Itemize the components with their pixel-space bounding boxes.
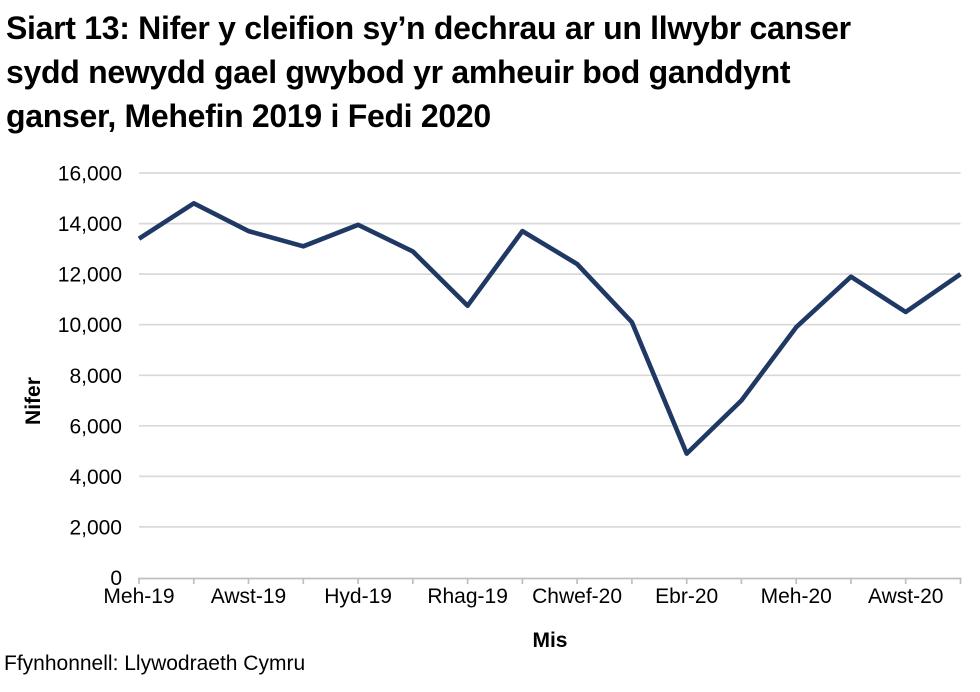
x-tick-label: Hyd-19 xyxy=(324,585,392,608)
y-tick-label: 6,000 xyxy=(69,415,122,438)
y-tick-label: 2,000 xyxy=(69,516,122,539)
y-tick-label: 10,000 xyxy=(58,314,122,337)
x-axis-tick-labels: Meh-19 Awst-19 Hyd-19 Rhag-19 Chwef-20 Ebr-20… xyxy=(103,585,943,608)
data-series-line xyxy=(137,201,962,456)
y-axis-title: Nifer xyxy=(22,377,45,425)
chart-gridlines xyxy=(139,172,961,528)
x-axis-title: Mis xyxy=(532,629,567,652)
chart-title: Siart 13: Nifer y cleifion sy’n dechrau … xyxy=(6,6,851,138)
y-tick-label: 8,000 xyxy=(69,365,122,388)
y-tick-label: 14,000 xyxy=(58,213,122,236)
y-tick-label: 16,000 xyxy=(58,163,122,186)
x-tick-label: Meh-20 xyxy=(761,585,832,608)
x-tick-label: Chwef-20 xyxy=(532,585,622,608)
x-tick-label: Awst-19 xyxy=(211,585,286,608)
cancer-pathway-line xyxy=(137,201,962,456)
y-axis-tick-labels: 0 2,000 4,000 6,000 8,000 10,000 12,000 14,000 1… xyxy=(58,163,122,591)
y-tick-label: 12,000 xyxy=(58,264,122,287)
x-tick-label: Meh-19 xyxy=(103,585,174,608)
y-tick-label: 0 xyxy=(110,567,122,590)
chart-title-line-3: ganser, Mehefin 2019 i Fedi 2020 xyxy=(6,98,491,134)
x-tick-label: Awst-20 xyxy=(868,585,943,608)
y-tick-label: 4,000 xyxy=(69,466,122,489)
x-axis xyxy=(138,577,962,584)
chart-title-line-1: Siart 13: Nifer y cleifion sy’n dechrau … xyxy=(6,10,851,46)
x-tick-label: Rhag-19 xyxy=(427,585,508,608)
chart-title-line-2: sydd newydd gael gwybod yr amheuir bod g… xyxy=(6,54,791,90)
x-tick-label: Ebr-20 xyxy=(655,585,718,608)
source-note: Ffynhonnell: Llywodraeth Cymru xyxy=(4,652,306,675)
